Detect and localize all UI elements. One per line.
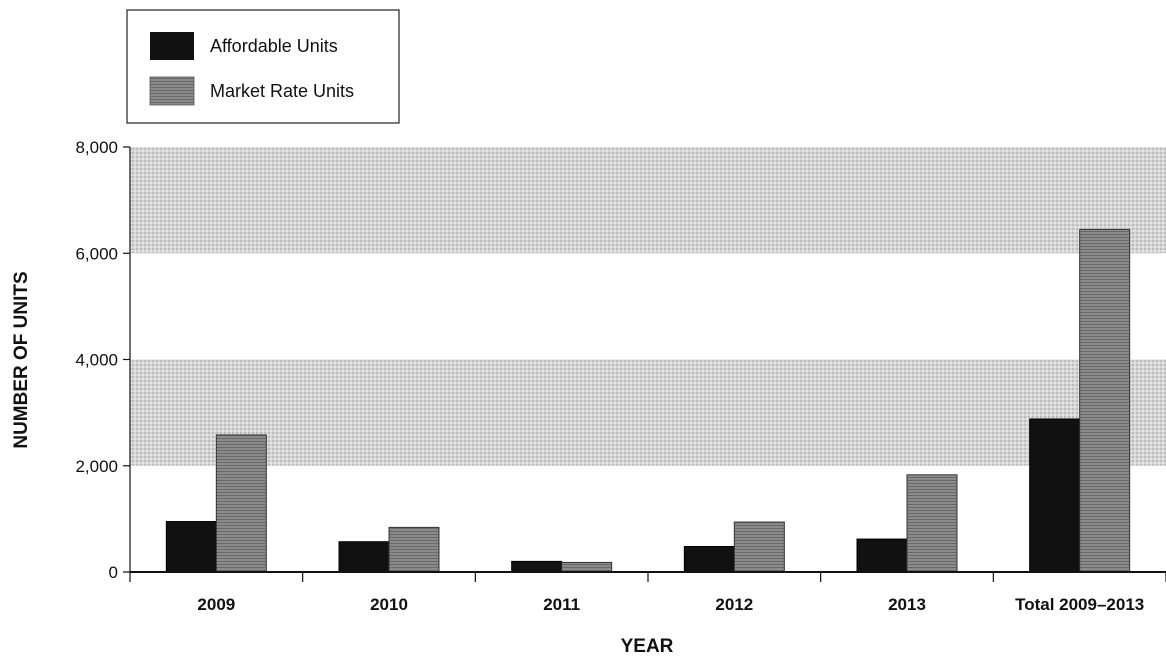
x-axis-title: YEAR: [621, 636, 674, 657]
x-tick-label-0: 2009: [197, 595, 235, 614]
bar-market-5: [1079, 228, 1131, 573]
legend-swatch-market: [149, 76, 195, 106]
bar-market-1: [388, 526, 440, 573]
bar-affordable-3: [683, 546, 735, 573]
bar-affordable-0: [165, 521, 217, 573]
y-tick-label-1: 2,000: [75, 457, 118, 476]
bar-market-3: [733, 521, 785, 573]
x-tick-label-3: 2012: [715, 595, 753, 614]
y-axis-title: NUMBER OF UNITS: [11, 271, 32, 448]
legend-swatch-affordable: [150, 32, 194, 60]
shaded-bands: [130, 147, 1166, 466]
bar-affordable-1: [338, 541, 390, 573]
legend-box: [126, 9, 400, 124]
y-tick-label-3: 6,000: [75, 244, 118, 263]
x-tick-label-4: 2013: [888, 595, 926, 614]
bar-affordable-5: [1029, 418, 1081, 573]
axes: 0 2,000 4,000 6,000 8,000 2009 2010 2011 2012 201…: [75, 138, 1166, 614]
x-tick-label-5: Total 2009–2013: [1015, 595, 1144, 614]
x-tick-label-1: 2010: [370, 595, 408, 614]
bar-market-4: [906, 474, 958, 573]
y-tick-label-2: 4,000: [75, 351, 118, 370]
x-tick-label-2: 2011: [543, 595, 580, 614]
shaded-band-0: [130, 359, 1166, 466]
legend-label-affordable: Affordable Units: [210, 36, 338, 56]
shaded-band-1: [130, 147, 1166, 254]
y-tick-label-4: 8,000: [75, 138, 118, 157]
y-tick-label-0: 0: [109, 563, 118, 582]
legend: Affordable Units Market Rate Units: [126, 9, 400, 124]
bar-market-2: [561, 561, 613, 573]
bar-affordable-2: [511, 560, 563, 573]
bars: [165, 228, 1131, 573]
bar-affordable-4: [856, 538, 908, 573]
bar-market-0: [215, 434, 267, 573]
legend-label-market: Market Rate Units: [210, 81, 354, 101]
